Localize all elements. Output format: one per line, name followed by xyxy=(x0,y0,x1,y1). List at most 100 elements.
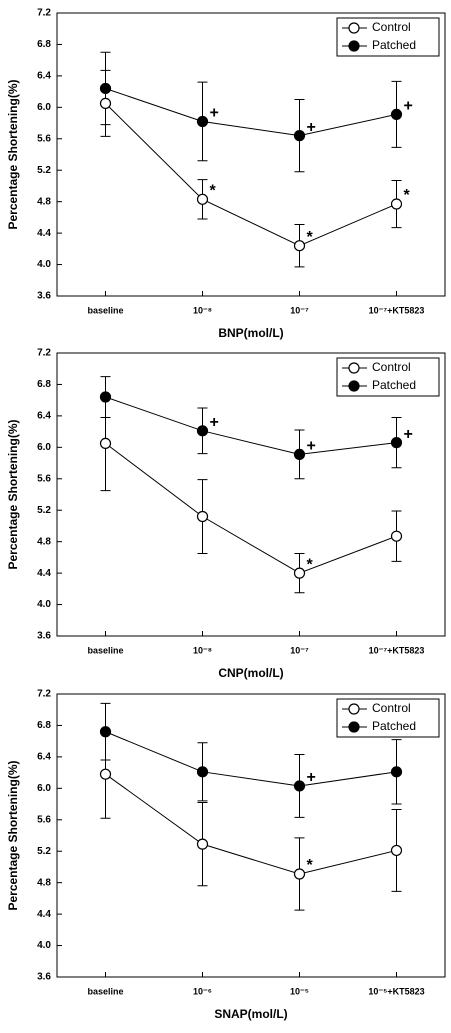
y-axis-label: Percentage Shortening(%) xyxy=(6,760,20,910)
annotation: * xyxy=(307,229,314,246)
data-point xyxy=(293,448,306,461)
x-axis-label: SNAP(mol/L) xyxy=(214,1007,287,1021)
y-tick-label: 6.8 xyxy=(37,379,51,390)
data-point xyxy=(196,193,209,205)
data-point xyxy=(99,437,112,450)
x-axis-label: BNP(mol/L) xyxy=(218,326,283,340)
y-tick-label: 6.0 xyxy=(37,442,51,453)
legend-label: Control xyxy=(372,701,411,715)
data-point xyxy=(390,108,403,121)
y-tick-label: 5.2 xyxy=(37,505,51,516)
data-point xyxy=(293,780,306,792)
data-point xyxy=(99,82,112,95)
data-point xyxy=(293,567,306,579)
annotation: * xyxy=(210,183,217,200)
series-line xyxy=(105,773,397,875)
x-tick-label: 10⁻⁷+KT5823 xyxy=(369,645,425,655)
legend-label: Patched xyxy=(372,378,416,392)
y-tick-label: 4.4 xyxy=(37,228,51,239)
x-axis-label: CNP(mol/L) xyxy=(218,666,283,680)
chart-panel: 3.6 4.0 4.4 4.8 5.2 5.6 6.0 6.4 6.8 7.2 baseline 10… xyxy=(6,348,446,680)
x-tick-label: 10⁻⁵ xyxy=(290,986,309,996)
y-tick-label: 7.2 xyxy=(37,689,51,700)
data-point xyxy=(390,766,403,778)
series-line xyxy=(105,731,397,787)
data-point xyxy=(390,844,403,857)
annotation: + xyxy=(210,414,219,431)
series-line xyxy=(105,396,397,455)
annotation: + xyxy=(307,769,316,786)
y-tick-label: 4.0 xyxy=(37,599,51,610)
data-point xyxy=(196,838,209,850)
plot-frame xyxy=(56,352,446,637)
y-tick-label: 4.8 xyxy=(37,877,51,888)
data-point xyxy=(390,437,403,449)
data-point xyxy=(99,97,112,110)
y-tick-label: 4.4 xyxy=(37,568,51,579)
x-tick-label: 10⁻⁵+KT5823 xyxy=(368,986,424,996)
legend-marker xyxy=(348,380,360,392)
legend-marker xyxy=(348,703,360,715)
y-axis-label: Percentage Shortening(%) xyxy=(6,419,20,569)
annotation: + xyxy=(404,426,413,443)
data-point xyxy=(99,768,112,780)
y-tick-label: 6.8 xyxy=(37,720,51,731)
annotation: * xyxy=(307,556,314,573)
x-tick-label: 10⁻⁸ xyxy=(193,305,212,315)
y-tick-label: 3.6 xyxy=(37,972,51,983)
y-tick-label: 7.2 xyxy=(37,348,51,359)
chart-panel: 3.6 4.0 4.4 4.8 5.2 5.6 6.0 6.4 6.8 7.2 baseline 10… xyxy=(6,8,446,340)
data-point xyxy=(390,530,403,542)
annotation: + xyxy=(404,98,413,115)
data-point xyxy=(196,510,209,523)
legend-label: Control xyxy=(372,20,411,34)
y-tick-label: 4.8 xyxy=(37,196,51,207)
annotation: * xyxy=(307,857,314,874)
y-tick-label: 6.4 xyxy=(37,71,51,82)
y-tick-label: 5.6 xyxy=(37,814,51,825)
legend-marker xyxy=(348,40,360,52)
y-tick-label: 5.2 xyxy=(37,846,51,857)
data-point xyxy=(196,766,209,778)
annotation: * xyxy=(404,187,411,204)
legend-label: Patched xyxy=(372,38,416,52)
y-tick-label: 5.2 xyxy=(37,165,51,176)
y-tick-label: 3.6 xyxy=(37,291,51,302)
y-tick-label: 4.0 xyxy=(37,259,51,270)
data-point xyxy=(293,868,306,880)
y-tick-label: 6.8 xyxy=(37,39,51,50)
y-tick-label: 4.8 xyxy=(37,536,51,547)
y-tick-label: 6.0 xyxy=(37,783,51,794)
legend-marker xyxy=(348,22,360,34)
y-tick-label: 5.6 xyxy=(37,473,51,484)
y-axis-label: Percentage Shortening(%) xyxy=(6,79,20,229)
y-tick-label: 6.4 xyxy=(37,411,51,422)
data-point xyxy=(390,198,403,210)
data-point xyxy=(99,726,112,738)
annotation: + xyxy=(307,438,316,455)
series-line xyxy=(105,443,397,574)
data-point xyxy=(99,391,112,403)
series-line xyxy=(105,87,397,137)
data-point xyxy=(293,240,306,252)
x-tick-label: 10⁻⁷ xyxy=(290,645,309,655)
plot-frame xyxy=(56,693,446,978)
y-tick-label: 6.0 xyxy=(37,102,51,113)
x-tick-label: 10⁻⁸ xyxy=(193,645,212,655)
x-tick-label: baseline xyxy=(87,645,123,655)
x-tick-label: 10⁻⁷+KT5823 xyxy=(369,305,425,315)
legend-label: Control xyxy=(372,360,411,374)
x-tick-label: baseline xyxy=(87,986,123,996)
x-tick-label: 10⁻⁶ xyxy=(193,986,212,996)
x-tick-label: 10⁻⁷ xyxy=(290,305,309,315)
y-tick-label: 4.4 xyxy=(37,909,51,920)
y-tick-label: 6.4 xyxy=(37,752,51,763)
y-tick-label: 7.2 xyxy=(37,8,51,19)
legend-label: Patched xyxy=(372,719,416,733)
legend-marker xyxy=(348,721,360,733)
legend-marker xyxy=(348,362,360,374)
plot-frame xyxy=(56,12,446,297)
y-tick-label: 3.6 xyxy=(37,631,51,642)
y-tick-label: 4.0 xyxy=(37,940,51,951)
